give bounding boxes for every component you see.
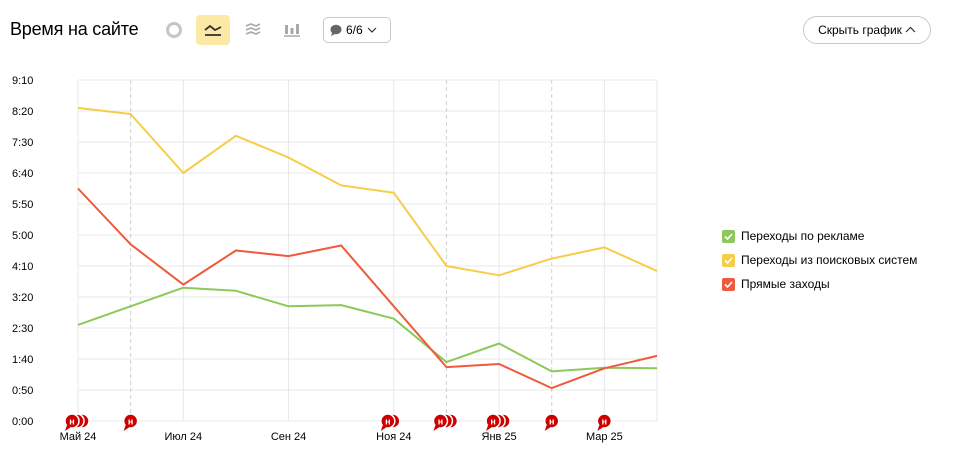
x-tick-label: Сен 24: [271, 431, 306, 443]
y-tick-label: 1:40: [12, 354, 33, 366]
y-tick-label: 6:40: [12, 168, 33, 180]
y-tick-label: 4:10: [12, 261, 33, 273]
annotation-marker[interactable]: н: [543, 413, 560, 431]
pie-chart-icon: [166, 22, 182, 38]
area-chart-button[interactable]: [236, 15, 270, 45]
annotation-marker[interactable]: н: [596, 413, 613, 431]
annotation-marker[interactable]: н: [380, 413, 396, 431]
y-tick-label: 5:50: [12, 199, 33, 211]
y-tick-label: 3:20: [12, 292, 33, 304]
bar-chart-button[interactable]: [275, 15, 309, 45]
y-tick-label: 2:30: [12, 323, 33, 335]
legend-label: Переходы из поисковых систем: [741, 253, 918, 267]
line-chart-button[interactable]: [196, 15, 230, 45]
series-line-1: [77, 286, 658, 373]
y-tick-label: 8:20: [12, 106, 33, 118]
annotations-count: 6/6: [346, 23, 363, 37]
y-tick-label: 9:10: [12, 75, 33, 87]
area-chart-icon: [245, 23, 261, 35]
x-tick-label: Янв 25: [482, 431, 517, 443]
svg-text:н: н: [490, 417, 495, 427]
comment-icon: [330, 24, 342, 36]
chart-legend: Переходы по рекламе Переходы из поисковых…: [722, 229, 917, 301]
legend-item-3[interactable]: Прямые заходы: [722, 277, 917, 291]
svg-text:н: н: [69, 417, 74, 427]
x-tick-label: Мар 25: [586, 431, 623, 443]
hide-chart-label: Скрыть график: [818, 23, 902, 37]
check-icon[interactable]: [722, 277, 735, 291]
line-chart: 0:00 0:50 1:40 2:30 3:20 4:10 5:00 5:50 6:40 7:30…: [12, 75, 658, 443]
chevron-up-icon: [905, 26, 916, 33]
svg-text:н: н: [385, 417, 390, 427]
legend-label: Прямые заходы: [741, 277, 830, 291]
y-tick-label: 0:00: [12, 416, 33, 428]
svg-text:н: н: [602, 417, 607, 427]
page-title: Время на сайте: [10, 19, 139, 39]
legend-label: Переходы по рекламе: [741, 229, 865, 243]
x-tick-label: Июл 24: [164, 431, 202, 443]
x-tick-label: Ноя 24: [376, 431, 411, 443]
x-tick-label: Май 24: [60, 431, 97, 443]
svg-text:н: н: [128, 417, 133, 427]
check-icon[interactable]: [722, 253, 735, 267]
svg-text:н: н: [438, 417, 443, 427]
y-tick-label: 7:30: [12, 137, 33, 149]
annotation-marker[interactable]: н: [485, 413, 501, 431]
annotation-marker[interactable]: н: [122, 413, 139, 431]
line-chart-icon: [204, 24, 222, 36]
annotation-marker[interactable]: н: [64, 413, 80, 431]
annotation-marker[interactable]: н: [432, 413, 449, 431]
chevron-down-icon: [367, 27, 377, 33]
check-icon[interactable]: [722, 229, 735, 243]
legend-item-1[interactable]: Переходы по рекламе: [722, 229, 917, 243]
bar-chart-icon: [284, 24, 300, 37]
svg-text:н: н: [549, 417, 554, 427]
hide-chart-button[interactable]: Скрыть график: [803, 16, 931, 44]
series-line-3: [77, 187, 658, 390]
series-line-2: [77, 106, 658, 277]
y-tick-label: 5:00: [12, 230, 33, 242]
y-tick-label: 0:50: [12, 385, 33, 397]
annotations-toggle[interactable]: 6/6: [323, 17, 391, 43]
legend-item-2[interactable]: Переходы из поисковых систем: [722, 253, 917, 267]
pie-chart-button[interactable]: [157, 15, 191, 45]
